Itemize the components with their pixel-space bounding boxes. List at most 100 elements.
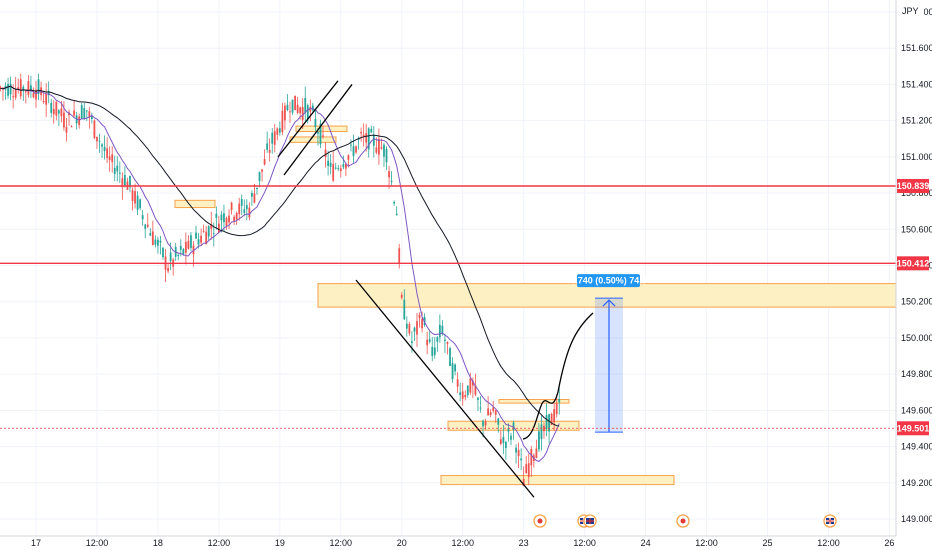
candle-body: [177, 255, 180, 257]
time-tick-label: 12:00: [330, 538, 353, 548]
candle-body: [555, 403, 558, 415]
candle-body: [151, 231, 154, 246]
time-tick-label: 26: [884, 538, 894, 548]
time-tick-label: 19: [275, 538, 285, 548]
candle-body: [411, 341, 413, 344]
candle-body: [134, 191, 136, 204]
candle-body: [146, 224, 149, 227]
currency-label-text: JPY: [902, 6, 919, 16]
plot-area[interactable]: [0, 0, 896, 550]
candle-body: [124, 175, 126, 186]
candle-body: [357, 138, 360, 140]
candle-body: [436, 337, 439, 342]
candle-body: [446, 341, 449, 344]
candle-body: [416, 321, 418, 335]
candle-body: [355, 146, 357, 153]
candle-body: [65, 126, 68, 133]
candle-body: [545, 415, 548, 429]
candle-body: [47, 90, 50, 96]
candle-body: [116, 165, 119, 172]
candle-body: [471, 380, 474, 386]
candle-body: [144, 224, 147, 229]
candle-body: [347, 155, 350, 160]
time-tick-label: 12:00: [451, 538, 474, 548]
candle-body: [451, 363, 454, 380]
zone-box[interactable]: [440, 475, 675, 486]
candle-body: [286, 104, 289, 111]
candle-body: [205, 231, 208, 245]
candle-body: [202, 230, 205, 232]
candle-body: [395, 213, 398, 216]
candle-body: [212, 233, 215, 235]
candle-body: [428, 339, 431, 342]
candle-body: [497, 418, 500, 425]
price-tick-label: 150.800: [901, 188, 932, 198]
zone-box[interactable]: [174, 199, 216, 209]
candle-body: [182, 249, 185, 255]
drawings: 0.740 (0.50%) 74.0: [277, 80, 647, 498]
candle-body: [113, 167, 116, 175]
candle-body: [240, 199, 243, 206]
candle-body: [431, 346, 434, 356]
candle-body: [296, 104, 299, 113]
candle-body: [7, 84, 9, 96]
price-tick-label: 149.800: [901, 369, 932, 379]
candle-body: [88, 111, 91, 117]
candle-body: [266, 143, 269, 150]
economic-event-icon[interactable]: [676, 514, 690, 528]
trendline-channel-upper[interactable]: [277, 80, 339, 158]
zone-box[interactable]: [498, 398, 570, 404]
candle-body: [217, 223, 220, 233]
candle-body: [261, 169, 263, 172]
candle-body: [159, 240, 162, 243]
candle-body: [14, 89, 17, 98]
moving-average-slow[interactable]: [0, 85, 560, 427]
candle-body: [426, 339, 429, 346]
candle-body: [327, 160, 329, 166]
candle-body: [228, 215, 230, 223]
candle-body: [157, 239, 159, 246]
candle-body: [57, 110, 60, 114]
trendline-descending[interactable]: [355, 279, 535, 498]
measure-arrowhead-icon: [602, 299, 616, 307]
candle-body: [233, 216, 236, 221]
candle-body: [30, 85, 32, 90]
candle-body: [558, 398, 561, 403]
time-axis[interactable]: 17 12:00 18 12:00 19 12:00 20 12:00 23 12:00 24 12:…: [31, 538, 894, 548]
horizontal-lines: [0, 185, 896, 429]
trendline-channel-lower[interactable]: [283, 84, 353, 176]
candle-body: [365, 133, 368, 143]
candle-body: [370, 129, 373, 133]
candle-body: [207, 226, 210, 237]
candle-body: [131, 190, 134, 202]
candle-body: [510, 435, 512, 440]
zone-box[interactable]: [289, 136, 337, 143]
candle-body: [238, 203, 241, 215]
candle-body: [68, 112, 70, 116]
time-tick-label: 12:00: [208, 538, 231, 548]
candle-body: [548, 414, 550, 432]
moving-average-fast[interactable]: [0, 85, 560, 462]
candle-body: [408, 323, 411, 334]
candle-body: [383, 144, 385, 157]
candle-body: [245, 205, 248, 210]
uk-flag-event-icon[interactable]: [583, 514, 597, 528]
price-tick-label: 151.600: [901, 43, 932, 53]
price-tick-label: 150.000: [901, 333, 932, 343]
horizontal-line-badge: 150.412: [897, 256, 929, 271]
zone-box[interactable]: [295, 125, 348, 133]
candle-body: [42, 100, 45, 103]
candle-body: [350, 144, 352, 146]
economic-event-icon[interactable]: [533, 514, 547, 528]
candle-body: [35, 89, 37, 100]
candle-body: [540, 424, 543, 440]
candle-body: [299, 107, 302, 114]
candle-body: [103, 146, 106, 151]
candle-body: [352, 146, 355, 157]
candle-body: [469, 378, 472, 393]
projection-path[interactable]: [522, 312, 594, 440]
uk-flag-event-icon[interactable]: [823, 514, 837, 528]
candle-body: [289, 111, 291, 113]
candle-body: [225, 218, 228, 226]
